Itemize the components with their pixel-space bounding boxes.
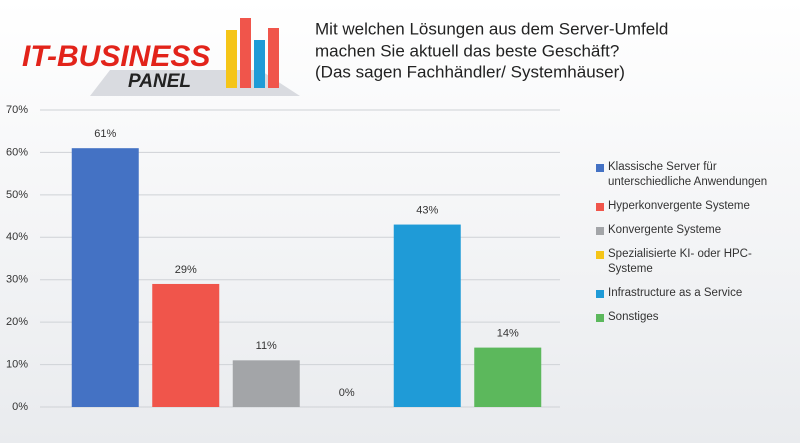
legend-item: Hyperkonvergente Systeme (596, 199, 786, 214)
legend-item: Sonstiges (596, 310, 786, 325)
y-tick-label: 50% (6, 189, 28, 201)
legend-swatch (596, 290, 604, 298)
bar (232, 360, 300, 407)
chart-title: machen Sie aktuell das beste Geschäft? (315, 41, 619, 60)
bar (152, 283, 220, 407)
y-tick-label: 0% (12, 401, 28, 413)
chart-title: (Das sagen Fachhändler/ Systemhäuser) (315, 62, 625, 81)
value-label: 14% (497, 328, 519, 340)
logo-bar (240, 18, 251, 88)
value-label: 0% (339, 387, 355, 399)
legend-item: Infrastructure as a Service (596, 286, 786, 301)
chart-title: Mit welchen Lösungen aus dem Server-Umfe… (315, 19, 668, 38)
y-tick-label: 30% (6, 274, 28, 286)
value-label: 29% (175, 264, 197, 276)
legend-swatch (596, 164, 604, 172)
value-label: 11% (256, 340, 277, 352)
legend-swatch (596, 227, 604, 235)
logo-bar (254, 40, 265, 88)
legend-swatch (596, 203, 604, 211)
legend-swatch (596, 314, 604, 322)
bar (474, 347, 542, 407)
legend-item: Klassische Server für unterschiedliche A… (596, 160, 786, 190)
y-tick-label: 40% (6, 231, 28, 243)
value-label: 61% (94, 128, 116, 140)
legend-label: Spezialisierte KI- oder HPC-Systeme (608, 248, 752, 275)
legend: Klassische Server für unterschiedliche A… (596, 160, 786, 334)
legend-label: Sonstiges (608, 311, 659, 323)
y-tick-label: 10% (6, 358, 28, 370)
y-tick-label: 70% (6, 104, 28, 116)
logo-text: IT-BUSINESS (22, 40, 210, 73)
logo-bar (226, 30, 237, 88)
legend-label: Infrastructure as a Service (608, 287, 743, 299)
legend-item: Konvergente Systeme (596, 223, 786, 238)
logo: IT-BUSINESS PANEL (22, 18, 300, 96)
y-tick-label: 20% (6, 316, 28, 328)
legend-item: Spezialisierte KI- oder HPC-Systeme (596, 247, 786, 277)
y-tick-label: 60% (6, 146, 28, 158)
bar (393, 224, 461, 407)
bar (71, 148, 139, 407)
logo-text: PANEL (128, 71, 191, 92)
legend-label: Hyperkonvergente Systeme (608, 200, 750, 212)
legend-label: Klassische Server für unterschiedliche A… (608, 161, 768, 188)
logo-bar (268, 28, 279, 88)
legend-swatch (596, 251, 604, 259)
value-label: 43% (416, 204, 438, 216)
legend-label: Konvergente Systeme (608, 224, 722, 236)
